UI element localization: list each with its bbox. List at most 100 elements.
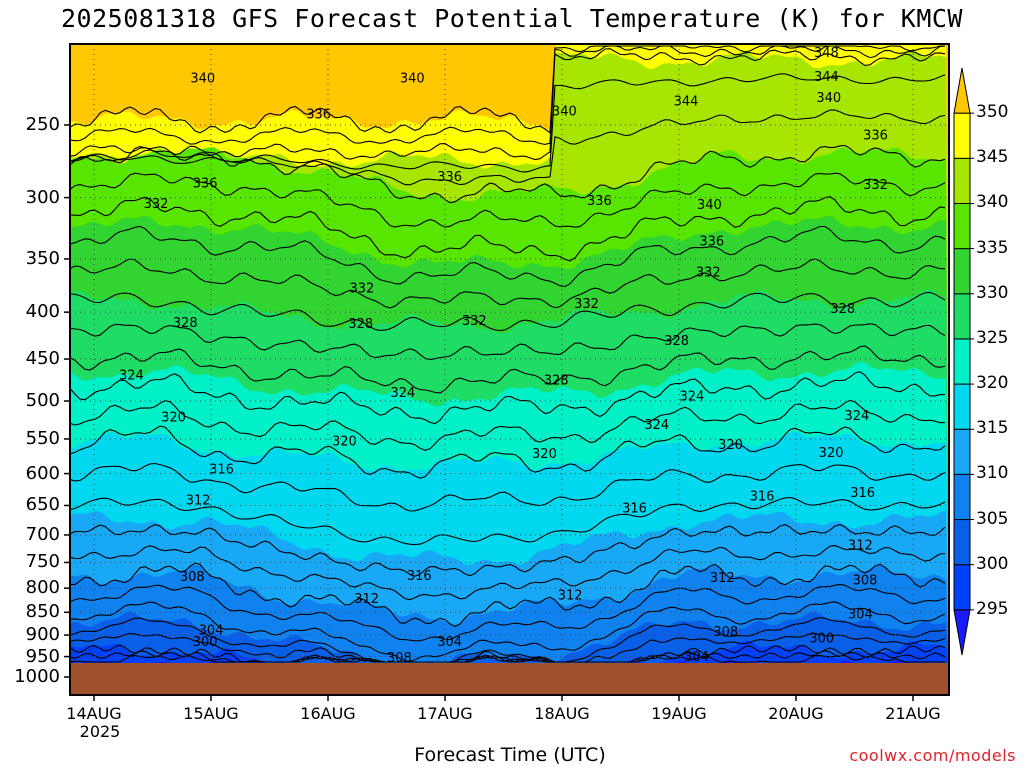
contour-350 <box>69 45 945 134</box>
xtick-label-17AUG: 17AUG <box>417 704 473 723</box>
contour-336 <box>69 196 946 262</box>
contour-label-50: 304 <box>437 635 462 650</box>
contour-label-1: 336 <box>306 108 331 123</box>
contour-label-32: 320 <box>532 447 557 462</box>
contour-296 <box>69 654 946 663</box>
contour-label-2: 340 <box>400 72 425 87</box>
colorbar-box-5 <box>953 383 971 430</box>
contour-lines <box>69 45 946 663</box>
contour-label-43: 316 <box>407 569 432 584</box>
ytick-label-350: 350 <box>25 247 60 269</box>
ytick-label-300: 300 <box>25 186 60 208</box>
ytick-label-900: 900 <box>25 624 60 646</box>
contour-label-22: 328 <box>830 302 855 317</box>
ytick-label-600: 600 <box>25 462 60 484</box>
band-300 <box>70 640 949 663</box>
contour-labels: 340 336 340 336 340 336 344 348 344 340 336 336 332 3… <box>119 46 888 666</box>
colorbar-label-310: 310 <box>976 463 1009 484</box>
contour-label-35: 316 <box>209 462 234 477</box>
contour-320 <box>69 425 946 479</box>
colorbar-box-1 <box>953 564 971 611</box>
contour-308 <box>69 583 946 642</box>
contour-328 <box>69 323 946 361</box>
contour-label-31: 320 <box>332 434 357 449</box>
colorbar-box-10 <box>953 157 971 204</box>
contour-label-5: 336 <box>587 194 612 209</box>
colorbar-label-340: 340 <box>976 192 1009 213</box>
contour-label-11: 336 <box>193 177 218 192</box>
contour-318 <box>69 462 946 512</box>
contour-label-23: 328 <box>664 334 689 349</box>
ytick-label-250: 250 <box>25 114 60 135</box>
contour-316 <box>69 496 946 546</box>
grid-lines <box>70 44 949 695</box>
ytick-label-400: 400 <box>25 301 60 323</box>
colorbar-label-320: 320 <box>976 373 1009 394</box>
plot-frame <box>69 43 950 696</box>
colorbar-label-345: 345 <box>976 147 1009 168</box>
contour-label-16: 332 <box>696 265 721 280</box>
ytick-label-450: 450 <box>25 348 60 370</box>
contour-label-47: 308 <box>713 625 738 640</box>
ytick-label-650: 650 <box>25 494 60 516</box>
contour-304 <box>69 617 946 663</box>
contour-label-45: 308 <box>180 570 205 585</box>
contour-label-7: 348 <box>814 46 839 61</box>
contour-314 <box>69 524 946 577</box>
colorbar-box-11 <box>953 112 971 159</box>
xtick-label-15AUG: 15AUG <box>183 704 239 723</box>
colorbar-label-335: 335 <box>976 237 1009 258</box>
contour-label-19: 332 <box>574 297 599 312</box>
contour-label-4: 340 <box>552 104 577 119</box>
contour-label-12: 332 <box>144 197 169 212</box>
ground-surface <box>70 663 949 695</box>
contour-348 <box>69 45 946 145</box>
contour-label-37: 316 <box>750 490 775 505</box>
source-credit: coolwx.com/models <box>849 746 1016 765</box>
contour-label-15: 332 <box>863 178 888 193</box>
colorbar-box-3 <box>953 473 971 521</box>
contour-298 <box>69 650 946 663</box>
colorbar-label-325: 325 <box>976 327 1009 348</box>
contour-label-30: 320 <box>161 411 186 426</box>
contour-334 <box>69 225 946 288</box>
contour-344 <box>69 73 946 173</box>
contour-label-39: 312 <box>186 493 211 508</box>
contour-label-48: 308 <box>387 651 412 666</box>
contour-label-13: 340 <box>697 198 722 213</box>
colorbar-box-7 <box>953 293 971 340</box>
contour-label-27: 324 <box>644 418 669 433</box>
contour-label-36: 316 <box>622 501 647 516</box>
xtick-label-18AUG: 18AUG <box>534 704 590 723</box>
colorbar-label-315: 315 <box>976 418 1009 439</box>
contour-label-21: 328 <box>348 317 373 332</box>
contour-330 <box>69 291 946 332</box>
colorbar-high-triangle <box>953 67 971 114</box>
contour-346 <box>69 48 946 161</box>
contour-label-51: 304 <box>848 608 873 623</box>
contour-label-42: 312 <box>558 589 583 604</box>
contour-332 <box>69 258 946 309</box>
contour-322 <box>69 399 946 451</box>
ytick-label-700: 700 <box>25 523 60 545</box>
contour-label-38: 316 <box>850 486 875 501</box>
ytick-label-950: 950 <box>25 645 60 667</box>
contour-label-28: 324 <box>679 389 704 404</box>
contour-label-6: 344 <box>674 94 699 109</box>
colorbar-box-6 <box>953 338 971 385</box>
contour-326 <box>69 345 946 394</box>
contour-306 <box>69 601 946 663</box>
contour-label-3: 336 <box>437 170 462 185</box>
contour-338 <box>69 172 946 228</box>
colorbar-label-295: 295 <box>976 598 1009 619</box>
colorbar-box-2 <box>953 519 971 566</box>
contour-302 <box>69 632 946 663</box>
contour-label-20: 328 <box>173 316 198 331</box>
x-tick-year: 2025 <box>79 722 121 741</box>
ytick-label-750: 750 <box>25 551 60 573</box>
ytick-label-500: 500 <box>25 390 60 411</box>
contour-label-8: 344 <box>814 70 839 85</box>
contour-label-10: 336 <box>863 128 888 143</box>
contour-label-18: 332 <box>462 314 487 329</box>
xtick-label-14AUG: 14AUG <box>66 704 122 723</box>
